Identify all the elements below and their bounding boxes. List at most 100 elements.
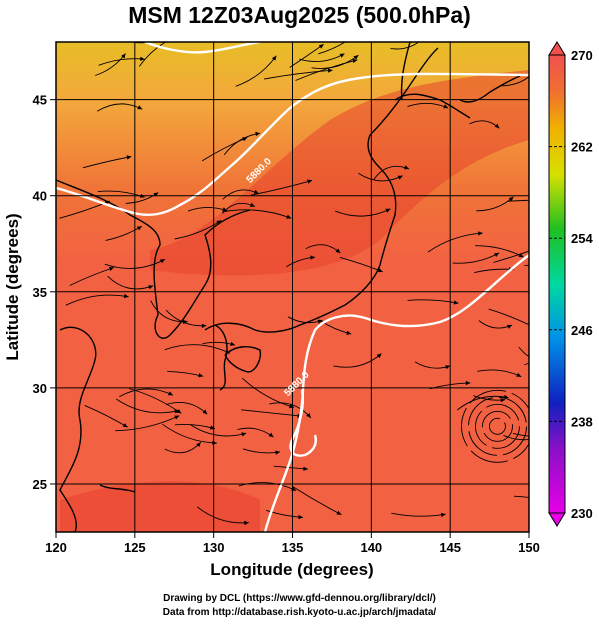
streamline (138, 42, 167, 67)
streamline-vortex (482, 410, 513, 442)
axis-ticks: 120 125 130 135 140 145 150 25 30 35 40 45 (33, 93, 540, 555)
tick-label-lon: 120 (45, 540, 67, 555)
streamline-arrow (404, 165, 409, 170)
gridlines (56, 42, 529, 532)
streamline (295, 59, 358, 81)
streamline-arrow (136, 226, 142, 231)
streamline-arrow (518, 253, 524, 258)
streamline (391, 512, 446, 517)
streamline-arrow (500, 398, 506, 403)
streamline (503, 434, 529, 441)
streamline-arrow (339, 53, 345, 58)
streamline-vortex (475, 403, 520, 449)
streamline (507, 199, 529, 202)
colorbar-bar (548, 54, 566, 514)
streamline (190, 424, 247, 437)
streamline-arrow (307, 179, 313, 184)
credit-drawing: Drawing by DCL (https://www.gfd-dennou.o… (163, 593, 436, 604)
streamline-arrow (201, 323, 207, 329)
streamline-vortex (461, 389, 529, 463)
streamline-arrow (159, 259, 165, 264)
credit-data-source: Data from http://database.rish.kyoto-u.a… (162, 607, 437, 618)
streamline-arrow (353, 55, 359, 60)
streamline-arrow (244, 520, 249, 526)
colorbar-tick-label: 254 (571, 231, 593, 246)
tick-label-lat: 45 (33, 93, 47, 108)
streamline-arrow (140, 56, 145, 61)
streamline-arrow (352, 58, 358, 64)
streamline (241, 377, 295, 408)
streamline (241, 409, 303, 417)
streamline-arrow (222, 207, 228, 212)
streamline (162, 423, 217, 444)
streamline-arrow (174, 409, 180, 414)
streamline-arrow (303, 466, 308, 471)
streamline-arrow (465, 380, 471, 386)
streamline-arrow (216, 220, 222, 225)
streamline-arrow (249, 202, 255, 207)
streamline (119, 388, 174, 398)
colorbar-tick-label: 246 (571, 323, 593, 338)
streamline-arrow (275, 450, 280, 455)
streamline-arrow (494, 252, 500, 257)
streamline-arrow (122, 423, 128, 428)
tick-label-lon: 135 (282, 540, 304, 555)
streamline-arrow (230, 341, 235, 346)
streamline-arrow (385, 208, 391, 213)
streamline (291, 485, 342, 516)
map-title: MSM 12Z03Aug2025 (500.0hPa) (128, 2, 471, 28)
streamline-arrow (318, 44, 324, 49)
streamline-arrow (445, 365, 451, 370)
streamline-arrow (397, 175, 403, 180)
streamline-arrow (268, 432, 274, 438)
streamline (104, 258, 166, 269)
colorbar-top-arrow (548, 41, 566, 56)
streamline (518, 346, 529, 358)
streamline-arrow (507, 324, 512, 329)
streamline-arrow (241, 432, 247, 437)
streamline-arrow (183, 319, 188, 325)
x-axis-label: Longitude (degrees) (210, 560, 373, 579)
streamline-arrow (242, 137, 248, 142)
streamline-arrow (453, 300, 459, 305)
streamline-arrow (174, 415, 180, 420)
streamline (333, 353, 382, 368)
streamline-arrow (440, 512, 446, 518)
tick-label-lat: 25 (33, 477, 47, 492)
streamline (524, 362, 529, 366)
streamline (390, 42, 420, 50)
streamline-arrow (123, 293, 129, 299)
streamline (512, 432, 529, 437)
streamline (457, 395, 509, 411)
streamline-vortex (468, 396, 527, 456)
streamline-arrow (198, 373, 204, 378)
height-contours (56, 42, 529, 532)
tick-label-lat: 35 (33, 285, 47, 300)
streamline-arrow (286, 214, 292, 219)
streamline-arrow (121, 53, 126, 59)
colorbar-tick-label: 230 (571, 506, 593, 521)
tick-label-lon: 150 (518, 540, 540, 555)
streamline-arrow (298, 514, 303, 520)
streamline-arrow (494, 123, 500, 129)
streamline-arrow (271, 55, 277, 61)
streamline-arrow (346, 330, 352, 335)
streamline-arrow (310, 255, 315, 260)
colorbar-tick-label: 238 (571, 414, 593, 429)
streamline-arrow (508, 196, 514, 202)
streamline-arrow (176, 409, 182, 414)
streamline (513, 495, 529, 498)
streamline (222, 209, 292, 219)
streamline (502, 75, 529, 87)
colorbar-tick-label: 270 (571, 48, 593, 63)
streamline-arrow (148, 285, 154, 290)
streamline-arrow (443, 104, 449, 109)
tick-label-lat: 30 (33, 381, 47, 396)
streamline-arrow (336, 510, 342, 515)
streamline-arrow (202, 409, 208, 415)
streamline-arrow (335, 248, 341, 254)
streamline-vortex (489, 417, 506, 435)
streamline (264, 69, 333, 80)
